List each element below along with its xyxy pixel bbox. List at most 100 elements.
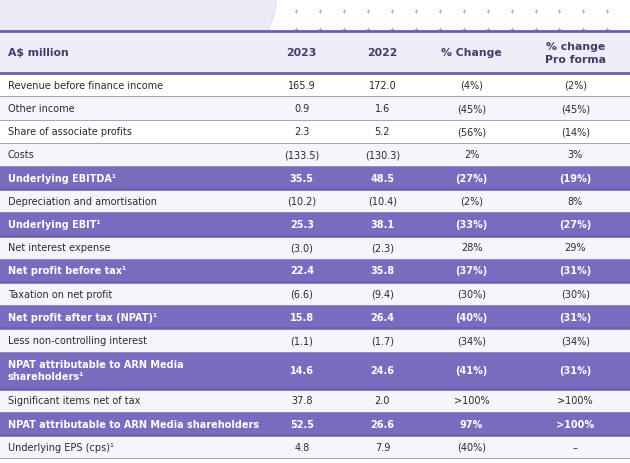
Text: 28%: 28% (461, 243, 483, 253)
Text: (1.7): (1.7) (371, 335, 394, 345)
FancyBboxPatch shape (0, 167, 630, 190)
Text: (3.0): (3.0) (290, 243, 313, 253)
Text: 22.4: 22.4 (290, 266, 314, 276)
Text: (19%): (19%) (559, 173, 592, 183)
Text: (2%): (2%) (460, 196, 483, 206)
FancyBboxPatch shape (0, 306, 630, 329)
FancyBboxPatch shape (0, 412, 630, 435)
Text: (34%): (34%) (457, 335, 486, 345)
Text: Taxation on net profit: Taxation on net profit (8, 289, 112, 299)
Text: % Change: % Change (441, 48, 502, 58)
Text: Depreciation and amortisation: Depreciation and amortisation (8, 196, 157, 206)
Circle shape (0, 0, 277, 120)
Text: 52.5: 52.5 (290, 419, 314, 429)
Text: >100%: >100% (558, 395, 593, 406)
Text: (30%): (30%) (561, 289, 590, 299)
Text: 8%: 8% (568, 196, 583, 206)
Text: (34%): (34%) (561, 335, 590, 345)
FancyBboxPatch shape (0, 213, 630, 236)
FancyBboxPatch shape (0, 32, 630, 74)
Text: 26.6: 26.6 (370, 419, 394, 429)
FancyBboxPatch shape (0, 282, 630, 306)
Text: Net interest expense: Net interest expense (8, 243, 110, 253)
Text: 4.8: 4.8 (294, 442, 309, 452)
Text: Net profit before tax¹: Net profit before tax¹ (8, 266, 126, 276)
FancyBboxPatch shape (0, 144, 630, 167)
Text: Other income: Other income (8, 104, 74, 114)
Text: (2%): (2%) (564, 81, 587, 91)
Text: 97%: 97% (460, 419, 483, 429)
Text: 1.6: 1.6 (375, 104, 390, 114)
Text: (31%): (31%) (559, 312, 592, 322)
Text: (40%): (40%) (457, 442, 486, 452)
Text: NPAT attributable to ARN Media shareholders: NPAT attributable to ARN Media sharehold… (8, 419, 259, 429)
Text: (10.2): (10.2) (287, 196, 316, 206)
Text: (27%): (27%) (559, 219, 592, 230)
Text: Underlying EBIT¹: Underlying EBIT¹ (8, 219, 100, 230)
Text: (31%): (31%) (559, 266, 592, 276)
Text: 3%: 3% (568, 150, 583, 160)
Text: 48.5: 48.5 (370, 173, 394, 183)
Text: >100%: >100% (556, 419, 594, 429)
Text: Underlying EBITDA¹: Underlying EBITDA¹ (8, 173, 116, 183)
Text: 2.3: 2.3 (294, 127, 309, 137)
Text: (10.4): (10.4) (368, 196, 397, 206)
Text: (31%): (31%) (559, 365, 592, 375)
Text: Costs: Costs (8, 150, 34, 160)
Text: Revenue before finance income: Revenue before finance income (8, 81, 163, 91)
Text: 38.1: 38.1 (370, 219, 394, 230)
Text: (9.4): (9.4) (371, 289, 394, 299)
Text: Share of associate profits: Share of associate profits (8, 127, 132, 137)
Text: Significant items net of tax: Significant items net of tax (8, 395, 140, 406)
Text: (45%): (45%) (561, 104, 590, 114)
Text: 37.8: 37.8 (291, 395, 312, 406)
FancyBboxPatch shape (0, 74, 630, 97)
Text: (14%): (14%) (561, 127, 590, 137)
Text: (27%): (27%) (455, 173, 488, 183)
Text: (6.6): (6.6) (290, 289, 313, 299)
FancyBboxPatch shape (0, 120, 630, 144)
FancyBboxPatch shape (0, 389, 630, 412)
Text: 35.8: 35.8 (370, 266, 394, 276)
Text: (40%): (40%) (455, 312, 488, 322)
Text: (130.3): (130.3) (365, 150, 400, 160)
Text: –: – (573, 442, 578, 452)
Text: 35.5: 35.5 (290, 173, 314, 183)
Text: 172.0: 172.0 (369, 81, 396, 91)
Text: (1.1): (1.1) (290, 335, 313, 345)
Text: >100%: >100% (454, 395, 490, 406)
Text: 26.4: 26.4 (370, 312, 394, 322)
FancyBboxPatch shape (0, 435, 630, 458)
Text: 2.0: 2.0 (375, 395, 390, 406)
Text: (41%): (41%) (455, 365, 488, 375)
Text: 2022: 2022 (367, 48, 398, 58)
Text: 24.6: 24.6 (370, 365, 394, 375)
Text: 15.8: 15.8 (290, 312, 314, 322)
Text: (30%): (30%) (457, 289, 486, 299)
FancyBboxPatch shape (261, 32, 342, 458)
FancyBboxPatch shape (0, 236, 630, 259)
Text: 2%: 2% (464, 150, 479, 160)
Text: (45%): (45%) (457, 104, 486, 114)
FancyBboxPatch shape (0, 352, 630, 389)
Text: Underlying EPS (cps)¹: Underlying EPS (cps)¹ (8, 442, 113, 452)
Text: (33%): (33%) (455, 219, 488, 230)
FancyBboxPatch shape (0, 259, 630, 282)
Text: 165.9: 165.9 (288, 81, 316, 91)
Text: Net profit after tax (NPAT)¹: Net profit after tax (NPAT)¹ (8, 312, 157, 322)
Text: 7.9: 7.9 (375, 442, 390, 452)
Text: (37%): (37%) (455, 266, 488, 276)
Text: 14.6: 14.6 (290, 365, 314, 375)
Text: 2023: 2023 (287, 48, 317, 58)
Text: A$ million: A$ million (8, 48, 68, 58)
Text: 29%: 29% (564, 243, 586, 253)
Text: % change
Pro forma: % change Pro forma (545, 42, 605, 64)
Text: (2.3): (2.3) (371, 243, 394, 253)
Text: 0.9: 0.9 (294, 104, 309, 114)
Text: 5.2: 5.2 (375, 127, 390, 137)
Text: NPAT attributable to ARN Media
shareholders¹: NPAT attributable to ARN Media sharehold… (8, 359, 183, 382)
FancyBboxPatch shape (0, 190, 630, 213)
Text: (56%): (56%) (457, 127, 486, 137)
FancyBboxPatch shape (0, 97, 630, 120)
Text: (4%): (4%) (460, 81, 483, 91)
